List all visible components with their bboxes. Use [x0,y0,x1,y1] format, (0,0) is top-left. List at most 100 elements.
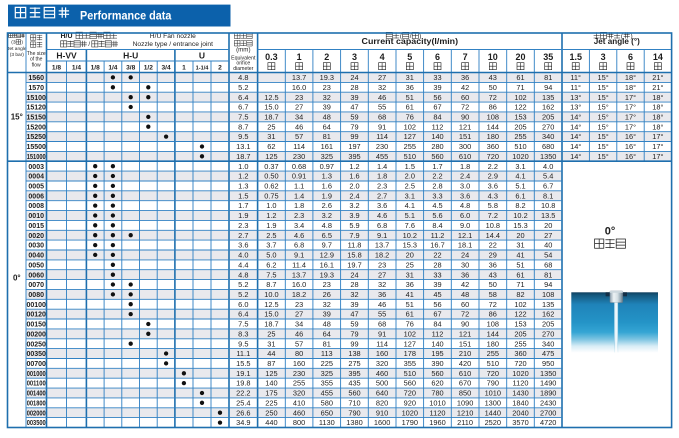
svg-text:510: 510 [487,359,499,368]
svg-text:175: 175 [265,389,277,398]
svg-text:001000: 001000 [27,371,46,378]
svg-text:1840: 1840 [512,398,528,407]
svg-text:18°: 18° [652,122,663,131]
svg-text:340: 340 [542,132,554,141]
svg-text:8.4: 8.4 [432,221,442,230]
svg-text:3.6: 3.6 [377,201,387,210]
svg-text:560: 560 [431,369,443,378]
svg-text:81: 81 [323,339,331,348]
svg-text:61: 61 [516,73,524,82]
svg-text:1010: 1010 [485,389,501,398]
svg-text:87: 87 [267,359,275,368]
svg-text:15200: 15200 [26,124,46,131]
svg-text:320: 320 [293,389,305,398]
svg-text:112: 112 [432,329,444,338]
svg-text:820: 820 [376,398,388,407]
svg-text:17°: 17° [652,152,663,161]
svg-text:4.4: 4.4 [238,260,248,269]
svg-text:560: 560 [431,152,443,161]
svg-text:4.6: 4.6 [294,231,304,240]
svg-text:435: 435 [348,379,360,388]
svg-text:4.0: 4.0 [238,251,248,260]
svg-text:20: 20 [406,251,414,260]
svg-text:850: 850 [459,389,471,398]
svg-text:of the: of the [30,57,43,63]
svg-text:60: 60 [461,300,469,309]
svg-text:24: 24 [461,251,469,260]
svg-text:27: 27 [295,310,303,319]
svg-text:255: 255 [404,142,416,151]
svg-text:82: 82 [516,290,524,299]
svg-text:0°: 0° [13,274,21,283]
svg-text:114: 114 [376,132,388,141]
svg-text:2.0: 2.0 [405,172,415,181]
svg-text:22: 22 [433,251,441,260]
svg-text:121: 121 [459,329,471,338]
svg-text:48: 48 [323,113,331,122]
svg-text:230: 230 [293,369,305,378]
svg-text:6.7: 6.7 [543,182,553,191]
svg-text:36: 36 [378,290,386,299]
svg-text:(: ( [400,33,403,40]
svg-text:41: 41 [406,290,414,299]
svg-text:14: 14 [653,52,663,62]
svg-text:Equivalent: Equivalent [231,55,256,61]
svg-text:670: 670 [459,379,471,388]
svg-text:17°: 17° [625,122,636,131]
svg-text:15°: 15° [598,152,609,161]
svg-text:48: 48 [461,290,469,299]
svg-text:13°: 13° [570,103,581,112]
svg-text:1430: 1430 [512,389,528,398]
svg-text:5.6: 5.6 [432,211,442,220]
svg-text:72: 72 [489,93,497,102]
svg-text:32: 32 [323,300,331,309]
svg-text:18°: 18° [625,83,636,92]
svg-text:0003: 0003 [28,164,44,171]
svg-text:18.7: 18.7 [236,152,250,161]
svg-text:1570: 1570 [28,85,44,92]
svg-text:6.8: 6.8 [377,221,387,230]
svg-text:94: 94 [544,83,552,92]
svg-text:325: 325 [321,152,333,161]
svg-text:2.7: 2.7 [238,231,248,240]
svg-text:205: 205 [514,122,526,131]
svg-text:325: 325 [321,369,333,378]
svg-text:6.0: 6.0 [460,211,470,220]
svg-text:00100: 00100 [26,302,46,309]
svg-text:4.6: 4.6 [377,211,387,220]
svg-text:13.7: 13.7 [292,73,306,82]
svg-text:102: 102 [514,93,526,102]
svg-text:1.5: 1.5 [405,162,415,171]
svg-text:3.6: 3.6 [488,182,498,191]
svg-text:54: 54 [544,251,552,260]
svg-text:46: 46 [378,93,386,102]
svg-text:003500: 003500 [27,420,46,427]
svg-text:15100: 15100 [26,95,46,102]
svg-text:6: 6 [628,52,633,62]
svg-text:25: 25 [267,122,275,131]
svg-text:32: 32 [323,93,331,102]
svg-text:162: 162 [542,103,554,112]
svg-text:270: 270 [542,122,554,131]
svg-text:72: 72 [461,103,469,112]
svg-text:/: / [410,33,412,40]
svg-text:390: 390 [431,359,443,368]
svg-text:1210: 1210 [457,408,473,417]
svg-text:1/2: 1/2 [144,65,153,72]
svg-text:12.5: 12.5 [264,93,278,102]
svg-text:71: 71 [516,83,524,92]
svg-text:160: 160 [376,349,388,358]
svg-text:8.3: 8.3 [238,329,248,338]
svg-text:3.6: 3.6 [238,241,248,250]
svg-text:27: 27 [378,270,386,279]
svg-text:910: 910 [376,408,388,417]
svg-text:1.0: 1.0 [266,201,276,210]
svg-text:1.8: 1.8 [377,172,387,181]
svg-text:122: 122 [514,103,526,112]
svg-text:13.1: 13.1 [236,142,250,151]
svg-text:50: 50 [489,280,497,289]
svg-text:H/U Fan nozzle: H/U Fan nozzle [150,33,196,40]
svg-text:2.7: 2.7 [377,191,387,200]
svg-text:2.5: 2.5 [266,231,276,240]
svg-text:39: 39 [323,103,331,112]
